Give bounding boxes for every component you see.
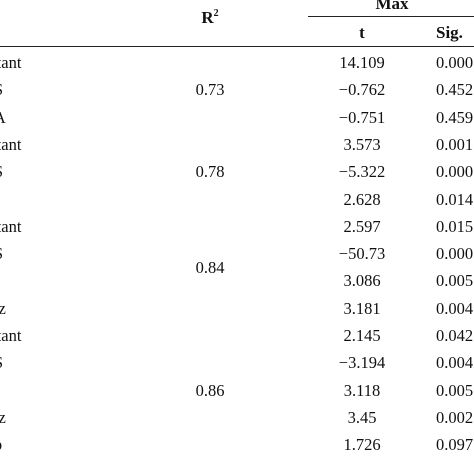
predictor-cell: Hb [0,435,122,455]
t-cell: 3.573 [343,134,381,154]
t-cell: −3.194 [338,353,386,373]
predictor-cell: GA [0,108,122,128]
predictor-cell: GS [0,162,122,182]
sig-cell: 0.014 [436,189,474,209]
predictor-cell: SF [0,190,122,210]
max-group-rule [308,16,474,17]
predictor-cell: nstant [0,326,22,345]
t-cell: 3.45 [347,407,377,427]
sig-cell: 0.004 [436,353,474,373]
predictor-cell: SF [0,271,122,291]
t-cell: 2.628 [343,189,381,209]
sig-cell: 0.002 [436,407,474,427]
predictor-cell: nstant [0,53,22,72]
header-rule [0,46,474,47]
sig-cell: 0.004 [436,298,474,318]
t-cell: 3.181 [343,298,381,318]
t-cell: −0.751 [338,107,386,127]
max-header: Max [375,0,409,13]
sig-cell: 0.005 [436,380,474,400]
sig-cell: 0.097 [436,435,474,455]
sig-cell: 0.459 [436,107,474,127]
predictor-cell: GS [0,353,122,373]
sig-cell: 0.000 [436,53,474,72]
sig-cell: 0.000 [436,162,474,182]
r2-header: R2 [201,8,219,27]
sig-cell: 0.452 [436,80,474,100]
sig-cell: 0.015 [436,216,474,236]
t-cell: 3.086 [343,271,381,291]
r2-value: 0.73 [195,80,225,100]
t-cell: −0.762 [338,80,386,100]
t-cell: 2.597 [343,216,381,236]
predictor-cell: GS [0,80,122,100]
r2-value: 0.86 [195,380,225,400]
sig-cell: 0.005 [436,271,474,291]
sig-cell: 0.000 [436,244,474,264]
predictor-cell: SF [0,381,122,401]
sig-header: Sig. [436,23,463,42]
t-cell: 1.726 [343,435,381,455]
predictor-cell: nstant [0,216,22,236]
predictor-cell: Qtz [0,298,6,318]
t-cell: 3.118 [343,380,381,400]
r2-value: 0.84 [195,257,225,277]
r2-value: 0.78 [195,162,225,182]
t-cell: 14.109 [339,53,385,72]
t-cell: −50.73 [338,244,386,264]
predictor-cell: Qtz [0,407,6,427]
sig-cell: 0.042 [436,326,474,345]
predictor-cell: nstant [0,134,22,154]
sig-cell: 0.001 [436,134,474,154]
t-cell: 2.145 [343,326,381,345]
predictor-cell: GS [0,244,122,264]
t-header: t [359,23,365,42]
t-cell: −5.322 [338,162,386,182]
